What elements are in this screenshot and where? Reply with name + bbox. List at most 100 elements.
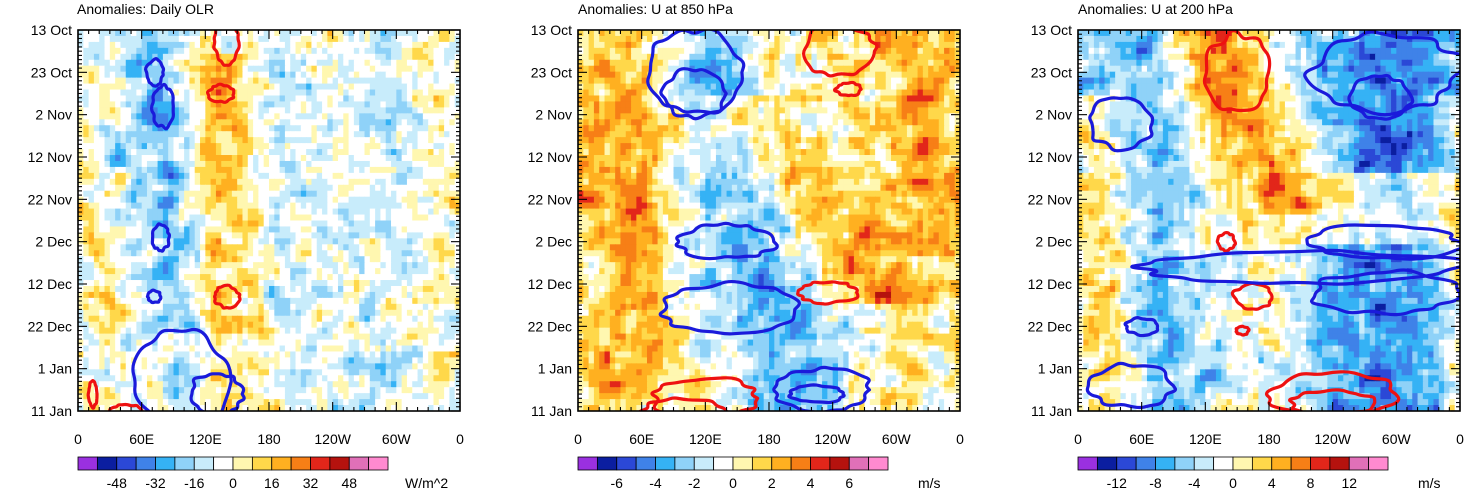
heatmap-cell (120, 172, 127, 180)
heatmap-cell (162, 89, 169, 97)
heatmap-cell (337, 89, 344, 97)
heatmap-cell (189, 303, 196, 311)
heatmap-cell (162, 184, 169, 192)
heatmap-cell (168, 101, 175, 108)
heatmap-cell (258, 47, 265, 55)
heatmap-cell (306, 226, 313, 233)
heatmap-cell (99, 244, 106, 251)
heatmap-cell (348, 71, 355, 79)
heatmap-cell (332, 65, 339, 73)
heatmap-cell (353, 268, 360, 275)
heatmap-cell (417, 274, 424, 281)
heatmap-cell (380, 262, 387, 269)
heatmap-cell (391, 393, 397, 400)
heatmap-cell (274, 303, 281, 311)
heatmap-cell (221, 59, 228, 67)
heatmap-cell (78, 83, 84, 91)
heatmap-cell (875, 30, 882, 37)
heatmap-cell (253, 166, 259, 174)
heatmap-cell (125, 95, 132, 103)
heatmap-cell (221, 327, 228, 335)
heatmap-cell (348, 149, 355, 156)
heatmap-cell (444, 125, 450, 132)
heatmap-cell (263, 250, 270, 257)
heatmap-cell (178, 339, 185, 347)
heatmap-cell (173, 232, 180, 239)
heatmap-cell (269, 256, 275, 263)
heatmap-cell (120, 285, 127, 293)
heatmap-cell (237, 160, 244, 168)
heatmap-cell (247, 238, 254, 245)
heatmap-cell (221, 220, 228, 228)
heatmap-cell (258, 393, 265, 400)
heatmap-cell (200, 119, 206, 126)
heatmap-cell (162, 256, 169, 263)
heatmap-cell (401, 184, 408, 192)
heatmap-cell (109, 280, 116, 287)
heatmap-cell (274, 178, 281, 186)
heatmap-cell (412, 172, 419, 180)
heatmap-cell (247, 339, 254, 347)
heatmap-cell (189, 160, 196, 168)
heatmap-cell (115, 303, 122, 311)
heatmap-cell (700, 30, 706, 37)
heatmap-cell (380, 131, 387, 138)
heatmap-cell (422, 71, 429, 79)
heatmap-cell (104, 119, 111, 126)
heatmap-cell (115, 280, 122, 287)
heatmap-cell (406, 274, 413, 281)
heatmap-cell (152, 256, 159, 263)
contour-positive (86, 379, 99, 410)
heatmap-cell (311, 363, 318, 370)
heatmap-cell (444, 285, 450, 293)
heatmap-cell (316, 89, 323, 97)
heatmap-cell (295, 226, 302, 233)
heatmap-cell (369, 101, 376, 108)
heatmap-cell (343, 333, 350, 341)
heatmap-cell (364, 393, 371, 400)
heatmap-cell (290, 30, 297, 37)
heatmap-cell (178, 149, 185, 156)
heatmap-cell (422, 202, 429, 210)
heatmap-cell (242, 172, 249, 180)
heatmap-cell (454, 65, 460, 73)
heatmap-cell (279, 250, 286, 257)
heatmap-cell (364, 53, 371, 61)
heatmap-cell (369, 399, 376, 406)
heatmap-cell (295, 315, 302, 323)
heatmap-cell (263, 155, 270, 162)
heatmap-cell (263, 113, 270, 120)
heatmap-cell (120, 232, 127, 239)
heatmap-cell (258, 280, 265, 287)
heatmap-cell (380, 107, 387, 114)
heatmap-cell (353, 375, 360, 382)
heatmap-cell (332, 131, 339, 138)
heatmap-cell (104, 184, 111, 192)
heatmap-cell (189, 214, 196, 222)
heatmap-cell (184, 381, 191, 388)
heatmap-cell (104, 35, 111, 43)
heatmap-cell (253, 232, 259, 239)
heatmap-cell (348, 53, 355, 61)
heatmap-cell (311, 119, 318, 126)
heatmap-cell (364, 113, 371, 120)
heatmap-cell (136, 393, 143, 400)
heatmap-cell (136, 274, 143, 281)
heatmap-cell (88, 327, 95, 335)
x-tick-label: 60W (382, 431, 412, 447)
heatmap-cell (391, 95, 397, 103)
heatmap-cell (322, 65, 328, 73)
heatmap-cell (322, 268, 328, 275)
heatmap-cell (247, 226, 254, 233)
heatmap-cell (306, 83, 313, 91)
heatmap-cell (146, 83, 153, 91)
heatmap-cell (247, 256, 254, 263)
heatmap-cell (348, 297, 355, 305)
heatmap-cell (168, 214, 175, 222)
heatmap-cell (300, 315, 307, 323)
heatmap-cell (295, 208, 302, 216)
heatmap-cell (290, 149, 297, 156)
heatmap-cell (444, 321, 450, 329)
heatmap-cell (109, 381, 116, 388)
heatmap-cell (380, 137, 387, 144)
